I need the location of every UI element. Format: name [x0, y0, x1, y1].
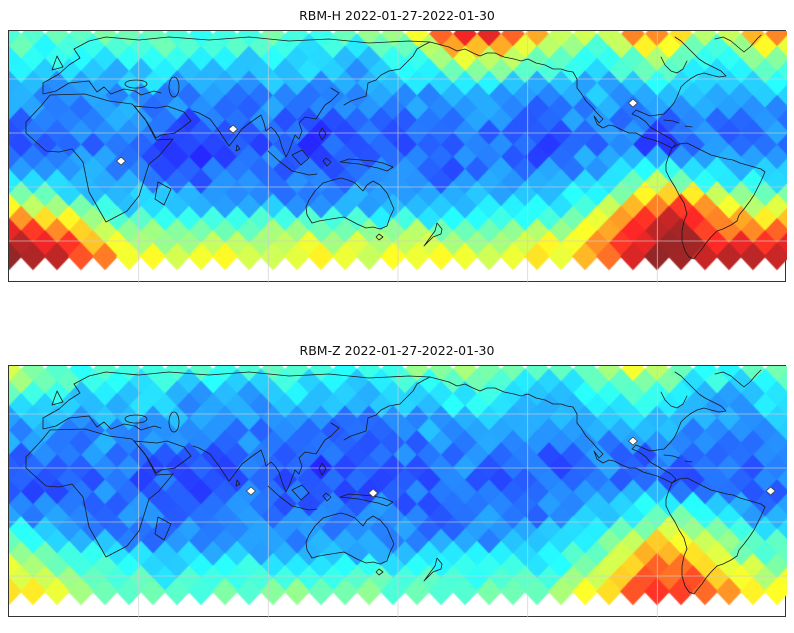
- panel-title-rbm-z: RBM-Z 2022-01-27-2022-01-30: [299, 343, 495, 358]
- station-marker: [115, 156, 127, 166]
- station-marker: [765, 486, 776, 496]
- map-overlay-rbm-z: [9, 366, 787, 618]
- station-marker: [368, 488, 379, 498]
- station-marker: [245, 486, 257, 496]
- map-overlay-rbm-h: [9, 31, 787, 283]
- station-marker: [627, 436, 639, 446]
- map-plot-rbm-h: [8, 30, 787, 283]
- map-plot-rbm-z: [8, 365, 787, 618]
- station-marker: [627, 98, 639, 108]
- station-marker: [227, 124, 239, 134]
- panel-title-rbm-h: RBM-H 2022-01-27-2022-01-30: [299, 8, 495, 23]
